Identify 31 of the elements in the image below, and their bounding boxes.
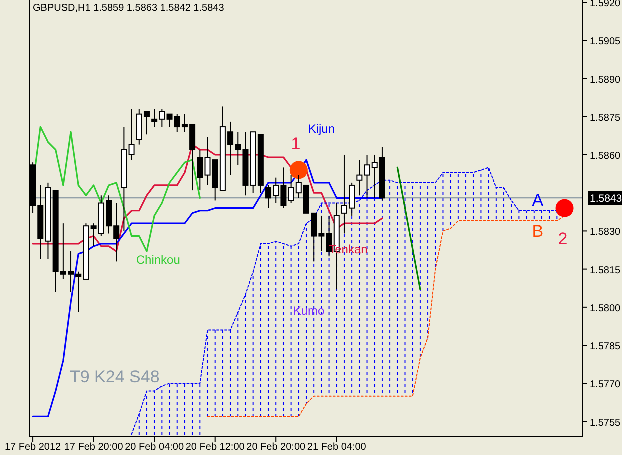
y-tick-label: 1.5770	[590, 380, 622, 391]
annotation: 2	[558, 229, 568, 248]
ref-line-label: 1.5843	[590, 193, 622, 206]
x-tick-label: 17 Feb 2012	[4, 442, 62, 453]
x-tick-label: 20 Feb 12:00	[186, 442, 246, 453]
series-label: Chinkou	[136, 252, 180, 267]
x-tick-label: 20 Feb 20:00	[246, 442, 306, 453]
x-tick-label: 21 Feb 04:00	[307, 442, 367, 453]
candlestick	[197, 149, 204, 192]
candlestick	[356, 160, 363, 196]
y-tick-label: 1.5755	[590, 418, 622, 429]
annotation: T9 K24 S48	[70, 367, 160, 386]
line-series	[32, 126, 201, 252]
series-label: B	[532, 222, 544, 242]
annotation: 1	[291, 134, 301, 154]
y-tick-label: 1.5830	[590, 227, 622, 238]
y-tick-label: 1.5920	[590, 0, 622, 10]
y-tick-label: 1.5875	[590, 112, 622, 124]
y-tick-label: 1.5890	[590, 74, 622, 86]
y-tick-label: 1.5785	[590, 342, 622, 353]
y-tick-label: 1.5860	[590, 150, 622, 162]
candlestick	[128, 108, 135, 161]
x-tick-label: 17 Feb 20:00	[64, 442, 124, 453]
y-tick-label: 1.5815	[590, 265, 622, 276]
text: Kijun	[308, 122, 336, 136]
x-tick-label: 20 Feb 04:00	[125, 442, 184, 453]
y-tick-label: 1.5800	[590, 303, 622, 314]
chart-title: GBPUSD,H1 1.5859 1.5863 1.5842 1.5843	[33, 3, 225, 14]
series-label: A	[532, 190, 544, 210]
annotation: Kumo	[293, 304, 325, 318]
y-tick-label: 1.5905	[590, 36, 622, 48]
